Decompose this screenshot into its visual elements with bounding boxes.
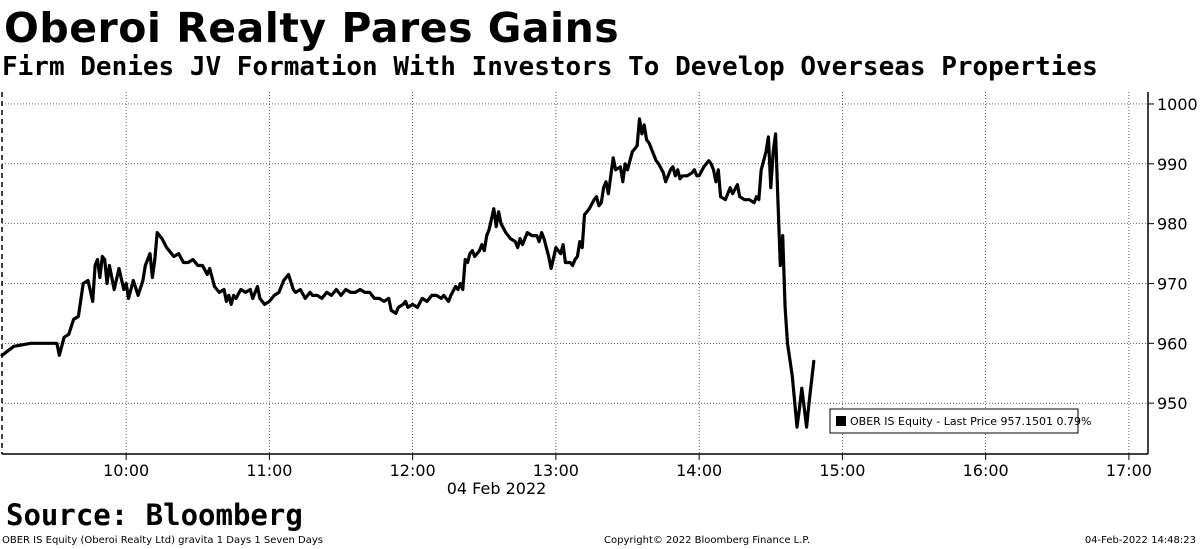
x-tick-label: 14:00 [676, 461, 722, 480]
line-chart: 950 960 970 980 990 1000 10:00 11:00 12:00 13:00… [0, 92, 1198, 498]
legend-box [829, 408, 1079, 434]
series-layer [0, 117, 816, 429]
x-tick-label: 13:00 [533, 461, 579, 480]
footer-security-info: OBER IS Equity (Oberoi Realty Ltd) gravi… [2, 535, 323, 546]
footer-timestamp: 04-Feb-2022 14:48:23 [1084, 535, 1196, 546]
y-tick-label: 1000 [1157, 95, 1198, 114]
legend: OBER IS Equity - Last Price 957.1501 0.7… [829, 408, 1091, 434]
y-tick-label: 980 [1157, 215, 1188, 234]
y-tick-label: 970 [1157, 274, 1188, 293]
axes [1, 92, 1149, 455]
y-tick-label: 960 [1157, 334, 1188, 353]
y-axis-ticks: 950 960 970 980 990 1000 [1148, 95, 1198, 413]
x-tick-label: 15:00 [819, 461, 865, 480]
chart-subtitle: Firm Denies JV Formation With Investors … [2, 52, 1098, 82]
x-tick-label: 17:00 [1106, 461, 1152, 480]
grid-lines [2, 92, 1148, 454]
source-label: Source: Bloomberg [6, 498, 303, 532]
x-tick-label: 10:00 [103, 461, 149, 480]
y-tick-label: 990 [1157, 155, 1188, 174]
x-tick-label: 16:00 [963, 461, 1009, 480]
y-tick-label: 950 [1157, 394, 1188, 413]
legend-label: OBER IS Equity - Last Price 957.1501 0.7… [850, 415, 1091, 428]
x-tick-label: 12:00 [390, 461, 436, 480]
footer-copyright: Copyright© 2022 Bloomberg Finance L.P. [604, 535, 811, 546]
x-axis-date-label: 04 Feb 2022 [447, 479, 547, 498]
legend-swatch [836, 416, 846, 426]
series-line [0, 117, 816, 429]
x-axis-ticks: 10:00 11:00 12:00 13:00 14:00 15:00 16:00 17:00 [103, 454, 1152, 480]
x-tick-label: 11:00 [246, 461, 292, 480]
chart-title: Oberoi Realty Pares Gains [4, 4, 620, 52]
